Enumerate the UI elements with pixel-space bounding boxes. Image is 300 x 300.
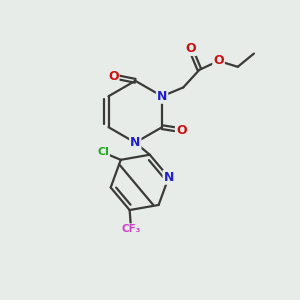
Text: N: N [164, 171, 174, 184]
Text: O: O [176, 124, 187, 136]
Text: Cl: Cl [97, 148, 109, 158]
Text: N: N [130, 136, 140, 149]
Text: CF₃: CF₃ [122, 224, 141, 234]
Text: N: N [157, 90, 167, 103]
Text: O: O [213, 54, 224, 68]
Text: O: O [185, 42, 196, 55]
Text: O: O [108, 70, 119, 83]
